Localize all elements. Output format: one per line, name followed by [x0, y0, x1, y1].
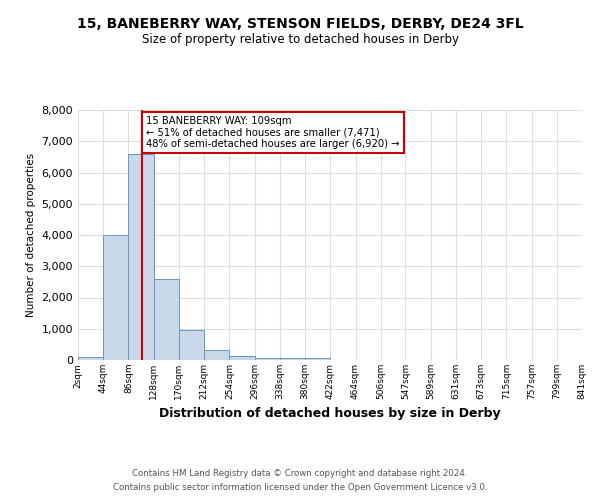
Bar: [305, 358, 331, 360]
Bar: [204, 350, 229, 360]
Bar: [280, 358, 305, 360]
Bar: [78, 357, 103, 360]
Text: 15 BANEBERRY WAY: 109sqm
← 51% of detached houses are smaller (7,471)
48% of sem: 15 BANEBERRY WAY: 109sqm ← 51% of detach…: [146, 116, 400, 149]
Bar: [254, 358, 280, 360]
Y-axis label: Number of detached properties: Number of detached properties: [26, 153, 36, 317]
Text: Size of property relative to detached houses in Derby: Size of property relative to detached ho…: [142, 32, 458, 46]
Bar: [179, 330, 204, 360]
Bar: [229, 356, 254, 360]
Bar: [154, 279, 179, 360]
Text: 15, BANEBERRY WAY, STENSON FIELDS, DERBY, DE24 3FL: 15, BANEBERRY WAY, STENSON FIELDS, DERBY…: [77, 18, 523, 32]
Bar: [128, 154, 154, 360]
Bar: [103, 235, 128, 360]
Text: Contains HM Land Registry data © Crown copyright and database right 2024.: Contains HM Land Registry data © Crown c…: [132, 468, 468, 477]
Text: Contains public sector information licensed under the Open Government Licence v3: Contains public sector information licen…: [113, 484, 487, 492]
X-axis label: Distribution of detached houses by size in Derby: Distribution of detached houses by size …: [159, 408, 501, 420]
